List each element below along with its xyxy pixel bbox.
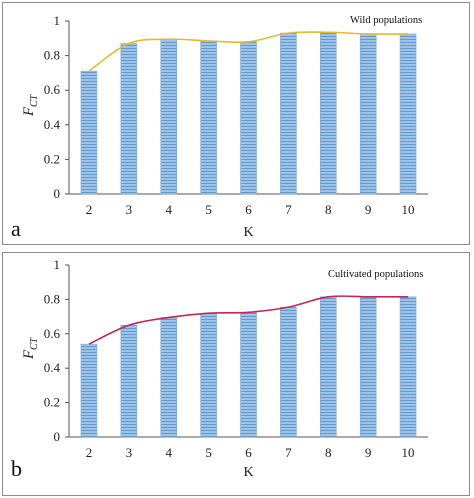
x-tick-label: 3 [126, 202, 133, 217]
chart-wild-populations: 0 0.2 0.4 0.6 0.8 1 2 3 4 5 6 7 8 9 10 Wild populations… [11, 13, 428, 241]
y-tick-label: 0 [54, 186, 61, 201]
x-tick-label: 7 [285, 445, 292, 460]
y-axis-title: FCT [21, 93, 40, 117]
y-axis-title: FCT [21, 336, 40, 360]
x-tick-label: 8 [325, 445, 332, 460]
y-tick-label: 0.8 [44, 48, 60, 63]
bar-k-10 [399, 296, 417, 438]
x-axis-title: K [243, 225, 253, 240]
bar-k-7 [280, 32, 297, 195]
chart-panel-cultivated: 0 0.2 0.4 0.6 0.8 1 2 3 4 5 6 7 8 9 10 Cultivated popul… [2, 252, 470, 496]
bar-k-2 [80, 70, 98, 195]
bar-k-9 [359, 296, 377, 438]
bar-k-7 [280, 306, 297, 438]
y-tick-label: 1 [54, 13, 61, 28]
bar-k-3 [120, 43, 138, 195]
y-tick-label: 0.6 [44, 82, 61, 97]
x-tick-label: 9 [365, 445, 372, 460]
bar-k-2 [80, 343, 98, 438]
y-tick-label: 0.6 [44, 326, 61, 341]
y-tick-label: 0.2 [44, 395, 60, 410]
y-tick-label: 0 [54, 429, 61, 444]
x-tick-label: 2 [86, 202, 93, 217]
x-tick-label: 4 [165, 202, 172, 217]
x-tick-label: 10 [402, 445, 415, 460]
x-tick-label: 5 [205, 445, 212, 460]
x-tick-label: 2 [86, 445, 93, 460]
panel-letter: b [11, 456, 22, 481]
bar-k-5 [200, 40, 217, 195]
bar-k-6 [240, 311, 257, 438]
bar-k-4 [160, 317, 178, 438]
trend-line [88, 295, 409, 345]
y-tick-label: 0.2 [44, 151, 60, 166]
x-tick-label: 6 [245, 202, 252, 217]
trend-line [88, 31, 409, 72]
legend-label: Wild populations [350, 15, 422, 26]
x-tick-label: 6 [245, 445, 252, 460]
bar-k-9 [359, 33, 377, 195]
chart-panel-wild: 0 0.2 0.4 0.6 0.8 1 2 3 4 5 6 7 8 9 10 Wild populations… [2, 2, 470, 245]
chart-cultivated-populations: 0 0.2 0.4 0.6 0.8 1 2 3 4 5 6 7 8 9 10 Cultivated popul… [11, 257, 428, 481]
x-tick-label: 4 [165, 445, 172, 460]
y-tick-label: 1 [54, 257, 61, 272]
bar-k-3 [120, 324, 138, 438]
x-axis-title: K [243, 465, 253, 480]
x-tick-label: 5 [205, 202, 212, 217]
x-tick-label: 9 [365, 202, 372, 217]
bar-k-10 [399, 33, 417, 195]
x-tick-label: 8 [325, 202, 332, 217]
bar-k-6 [240, 41, 257, 195]
panel-letter: a [11, 216, 21, 241]
y-tick-label: 0.4 [44, 117, 61, 132]
bar-k-5 [200, 312, 217, 438]
y-axis-title-subscript: CT [29, 336, 40, 350]
bar-k-4 [160, 38, 178, 195]
y-axis-title-main: F [21, 349, 37, 360]
legend-label: Cultivated populations [328, 269, 423, 280]
bar-k-8 [319, 296, 337, 438]
x-tick-label: 3 [126, 445, 133, 460]
bar-k-8 [319, 31, 337, 195]
y-axis-title-subscript: CT [29, 93, 40, 107]
y-tick-label: 0.8 [44, 291, 60, 306]
x-tick-label: 7 [285, 202, 292, 217]
y-axis-title-main: F [21, 106, 37, 117]
y-tick-label: 0.4 [44, 360, 61, 375]
x-tick-label: 10 [402, 202, 415, 217]
